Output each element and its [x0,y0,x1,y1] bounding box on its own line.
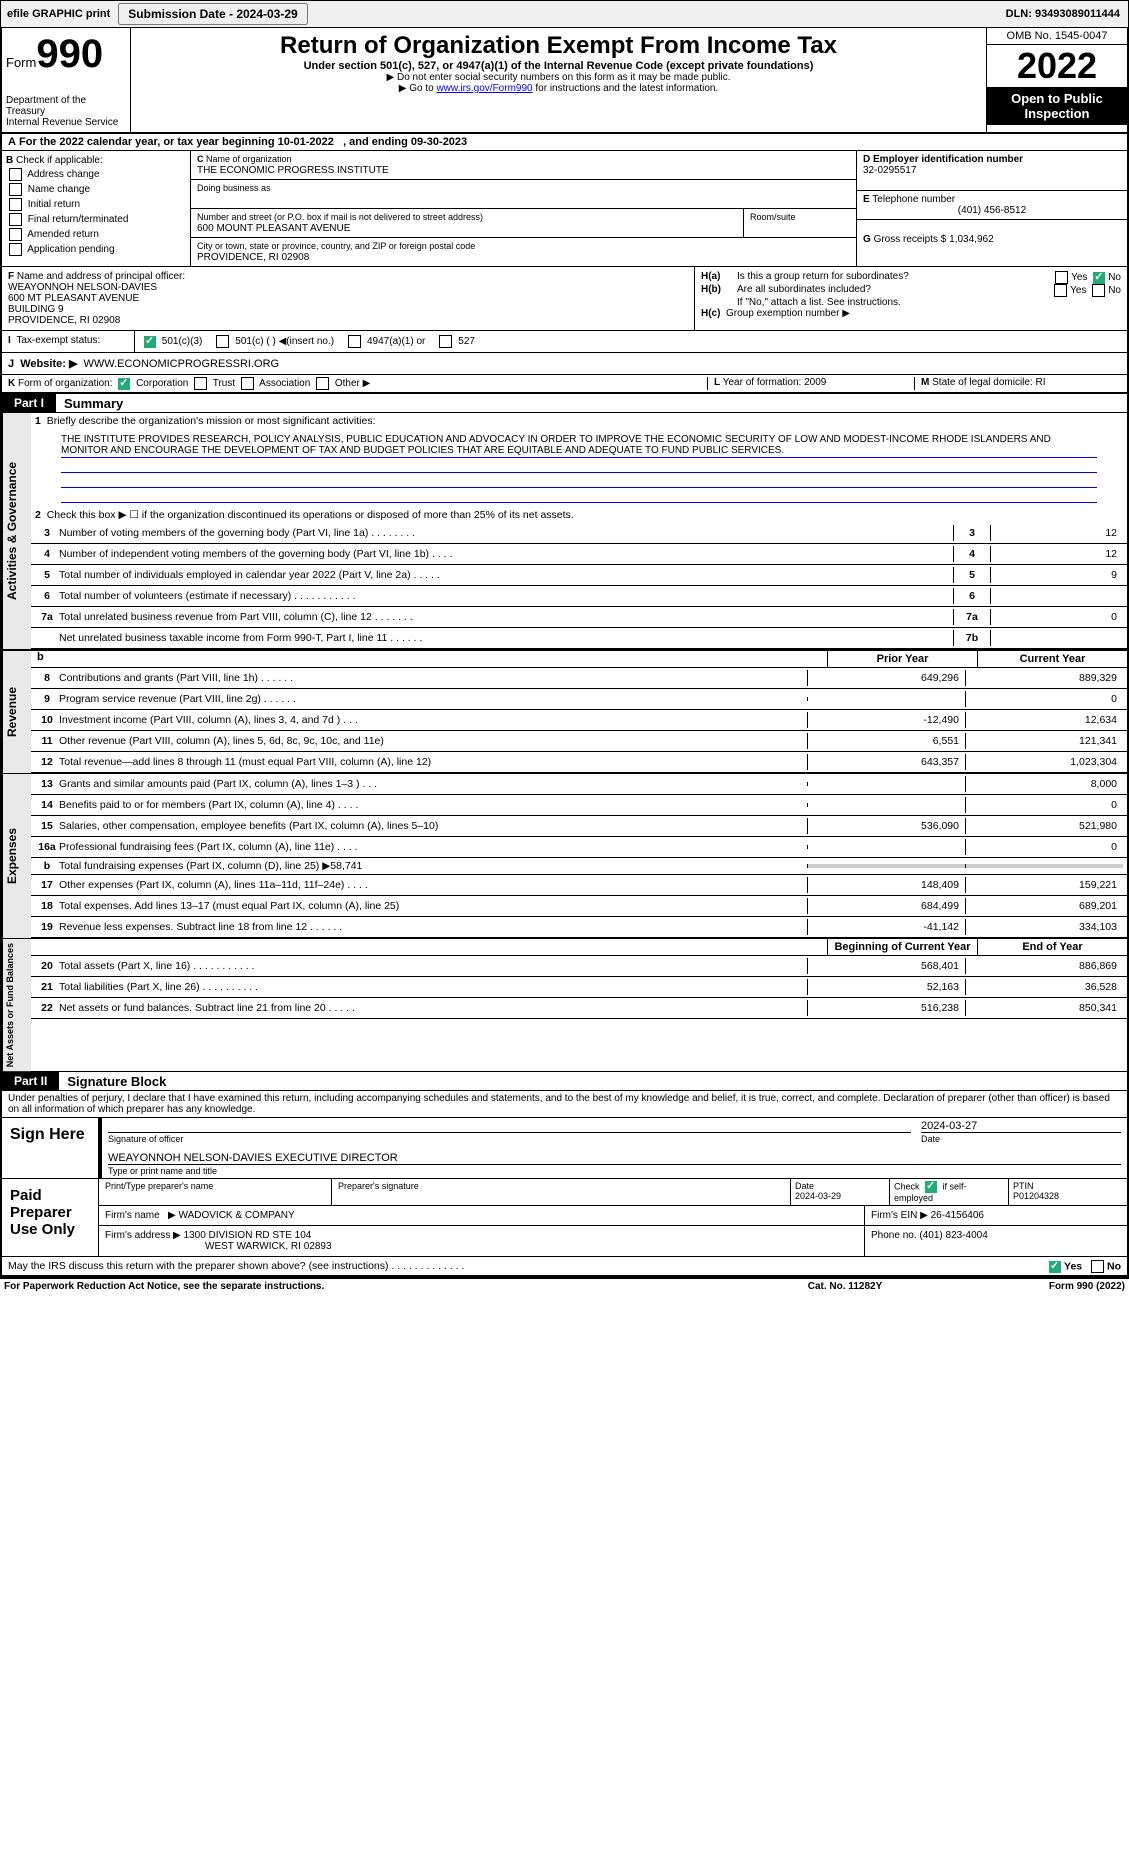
current-year-hdr: Current Year [977,651,1127,667]
cat-no: Cat. No. 11282Y [745,1281,945,1292]
expenses-sidebar: Expenses [2,774,31,938]
hb-yes-checkbox[interactable] [1054,284,1067,297]
officer-name-title: WEAYONNOH NELSON-DAVIES EXECUTIVE DIRECT… [108,1152,398,1164]
corp-checkbox[interactable] [118,378,130,390]
paperwork-notice: For Paperwork Reduction Act Notice, see … [4,1281,745,1292]
form-word: Form [6,55,36,70]
addr-change-checkbox[interactable] [9,168,22,181]
firm-name: WADOVICK & COMPANY [179,1210,295,1221]
527-checkbox[interactable] [439,335,452,348]
mission-text: THE INSTITUTE PROVIDES RESEARCH, POLICY … [61,433,1097,458]
ssn-note: ▶ Do not enter social security numbers o… [135,72,982,83]
website: WWW.ECONOMICPROGRESSRI.ORG [84,358,280,370]
revenue-sidebar: Revenue [2,651,31,773]
ha-no-checkbox[interactable] [1093,272,1105,284]
final-return-checkbox[interactable] [9,213,22,226]
street-address: 600 MOUNT PLEASANT AVENUE [197,223,350,234]
form-number: 990 [36,32,103,76]
assoc-checkbox[interactable] [241,377,254,390]
year-formed: 2009 [804,377,826,388]
telephone: (401) 456-8512 [863,205,1121,216]
cal-end: , and ending 09-30-2023 [343,136,467,148]
discuss-yes-checkbox[interactable] [1049,1261,1061,1273]
sign-here-label: Sign Here [2,1118,99,1178]
form-title: Return of Organization Exempt From Incom… [135,32,982,60]
gross-receipts: 1,034,962 [949,234,994,245]
trust-checkbox[interactable] [194,377,207,390]
officer-name: WEAYONNOH NELSON-DAVIES [8,282,157,293]
efile-label: efile GRAPHIC print [1,6,116,22]
ptin: P01204328 [1013,1191,1059,1201]
self-emp-checkbox[interactable] [925,1181,937,1193]
sig-date: 2024-03-27 [921,1120,977,1132]
form-subtitle: Under section 501(c), 527, or 4947(a)(1)… [135,60,982,72]
dln-label: DLN: 93493089011444 [998,6,1128,22]
initial-return-checkbox[interactable] [9,198,22,211]
part1-title: Summary [56,396,123,411]
discuss-no-checkbox[interactable] [1091,1260,1104,1273]
ein: 32-0295517 [863,165,916,176]
omb-number: OMB No. 1545-0047 [987,28,1127,45]
501c-checkbox[interactable] [216,335,229,348]
prep-date: 2024-03-29 [795,1191,841,1201]
submission-date-button[interactable]: Submission Date - 2024-03-29 [118,3,307,25]
amended-checkbox[interactable] [9,228,22,241]
part2-badge: Part II [2,1072,59,1090]
org-name: THE ECONOMIC PROGRESS INSTITUTE [197,165,389,176]
name-change-checkbox[interactable] [9,183,22,196]
hb-no-checkbox[interactable] [1092,284,1105,297]
tax-year: 2022 [987,45,1127,87]
may-discuss: May the IRS discuss this return with the… [8,1260,464,1272]
end-year-hdr: End of Year [977,939,1127,955]
firm-phone: (401) 823-4004 [919,1230,987,1241]
ha-yes-checkbox[interactable] [1055,271,1068,284]
firm-address: 1300 DIVISION RD STE 104 [184,1230,312,1241]
goto-prefix: ▶ Go to [399,83,434,94]
dept-label: Department of the Treasury [6,95,126,117]
part1-badge: Part I [2,394,56,412]
4947-checkbox[interactable] [348,335,361,348]
other-checkbox[interactable] [316,377,329,390]
501c3-checkbox[interactable] [144,336,156,348]
governance-sidebar: Activities & Governance [2,413,31,649]
perjury-text: Under penalties of perjury, I declare th… [2,1091,1127,1118]
cal-start: For the 2022 calendar year, or tax year … [19,136,334,148]
top-toolbar: efile GRAPHIC print Submission Date - 20… [0,0,1129,28]
app-pending-checkbox[interactable] [9,243,22,256]
city-state: PROVIDENCE, RI 02908 [197,252,309,263]
goto-suffix: for instructions and the latest informat… [535,83,718,94]
irs-label: Internal Revenue Service [6,117,126,128]
form-container: Form990 Department of the Treasury Inter… [0,28,1129,1279]
part2-title: Signature Block [59,1074,166,1089]
paid-preparer-label: Paid Preparer Use Only [2,1179,99,1256]
begin-year-hdr: Beginning of Current Year [827,939,977,955]
irs-link[interactable]: www.irs.gov/Form990 [436,83,532,94]
netassets-sidebar: Net Assets or Fund Balances [2,939,31,1071]
prior-year-hdr: Prior Year [827,651,977,667]
state-domicile: RI [1036,377,1046,388]
firm-ein: 26-4156406 [931,1210,984,1221]
b-header: Check if applicable: [16,155,103,166]
form-footer: Form 990 (2022) [945,1281,1125,1292]
open-to-public: Open to Public Inspection [987,87,1127,125]
